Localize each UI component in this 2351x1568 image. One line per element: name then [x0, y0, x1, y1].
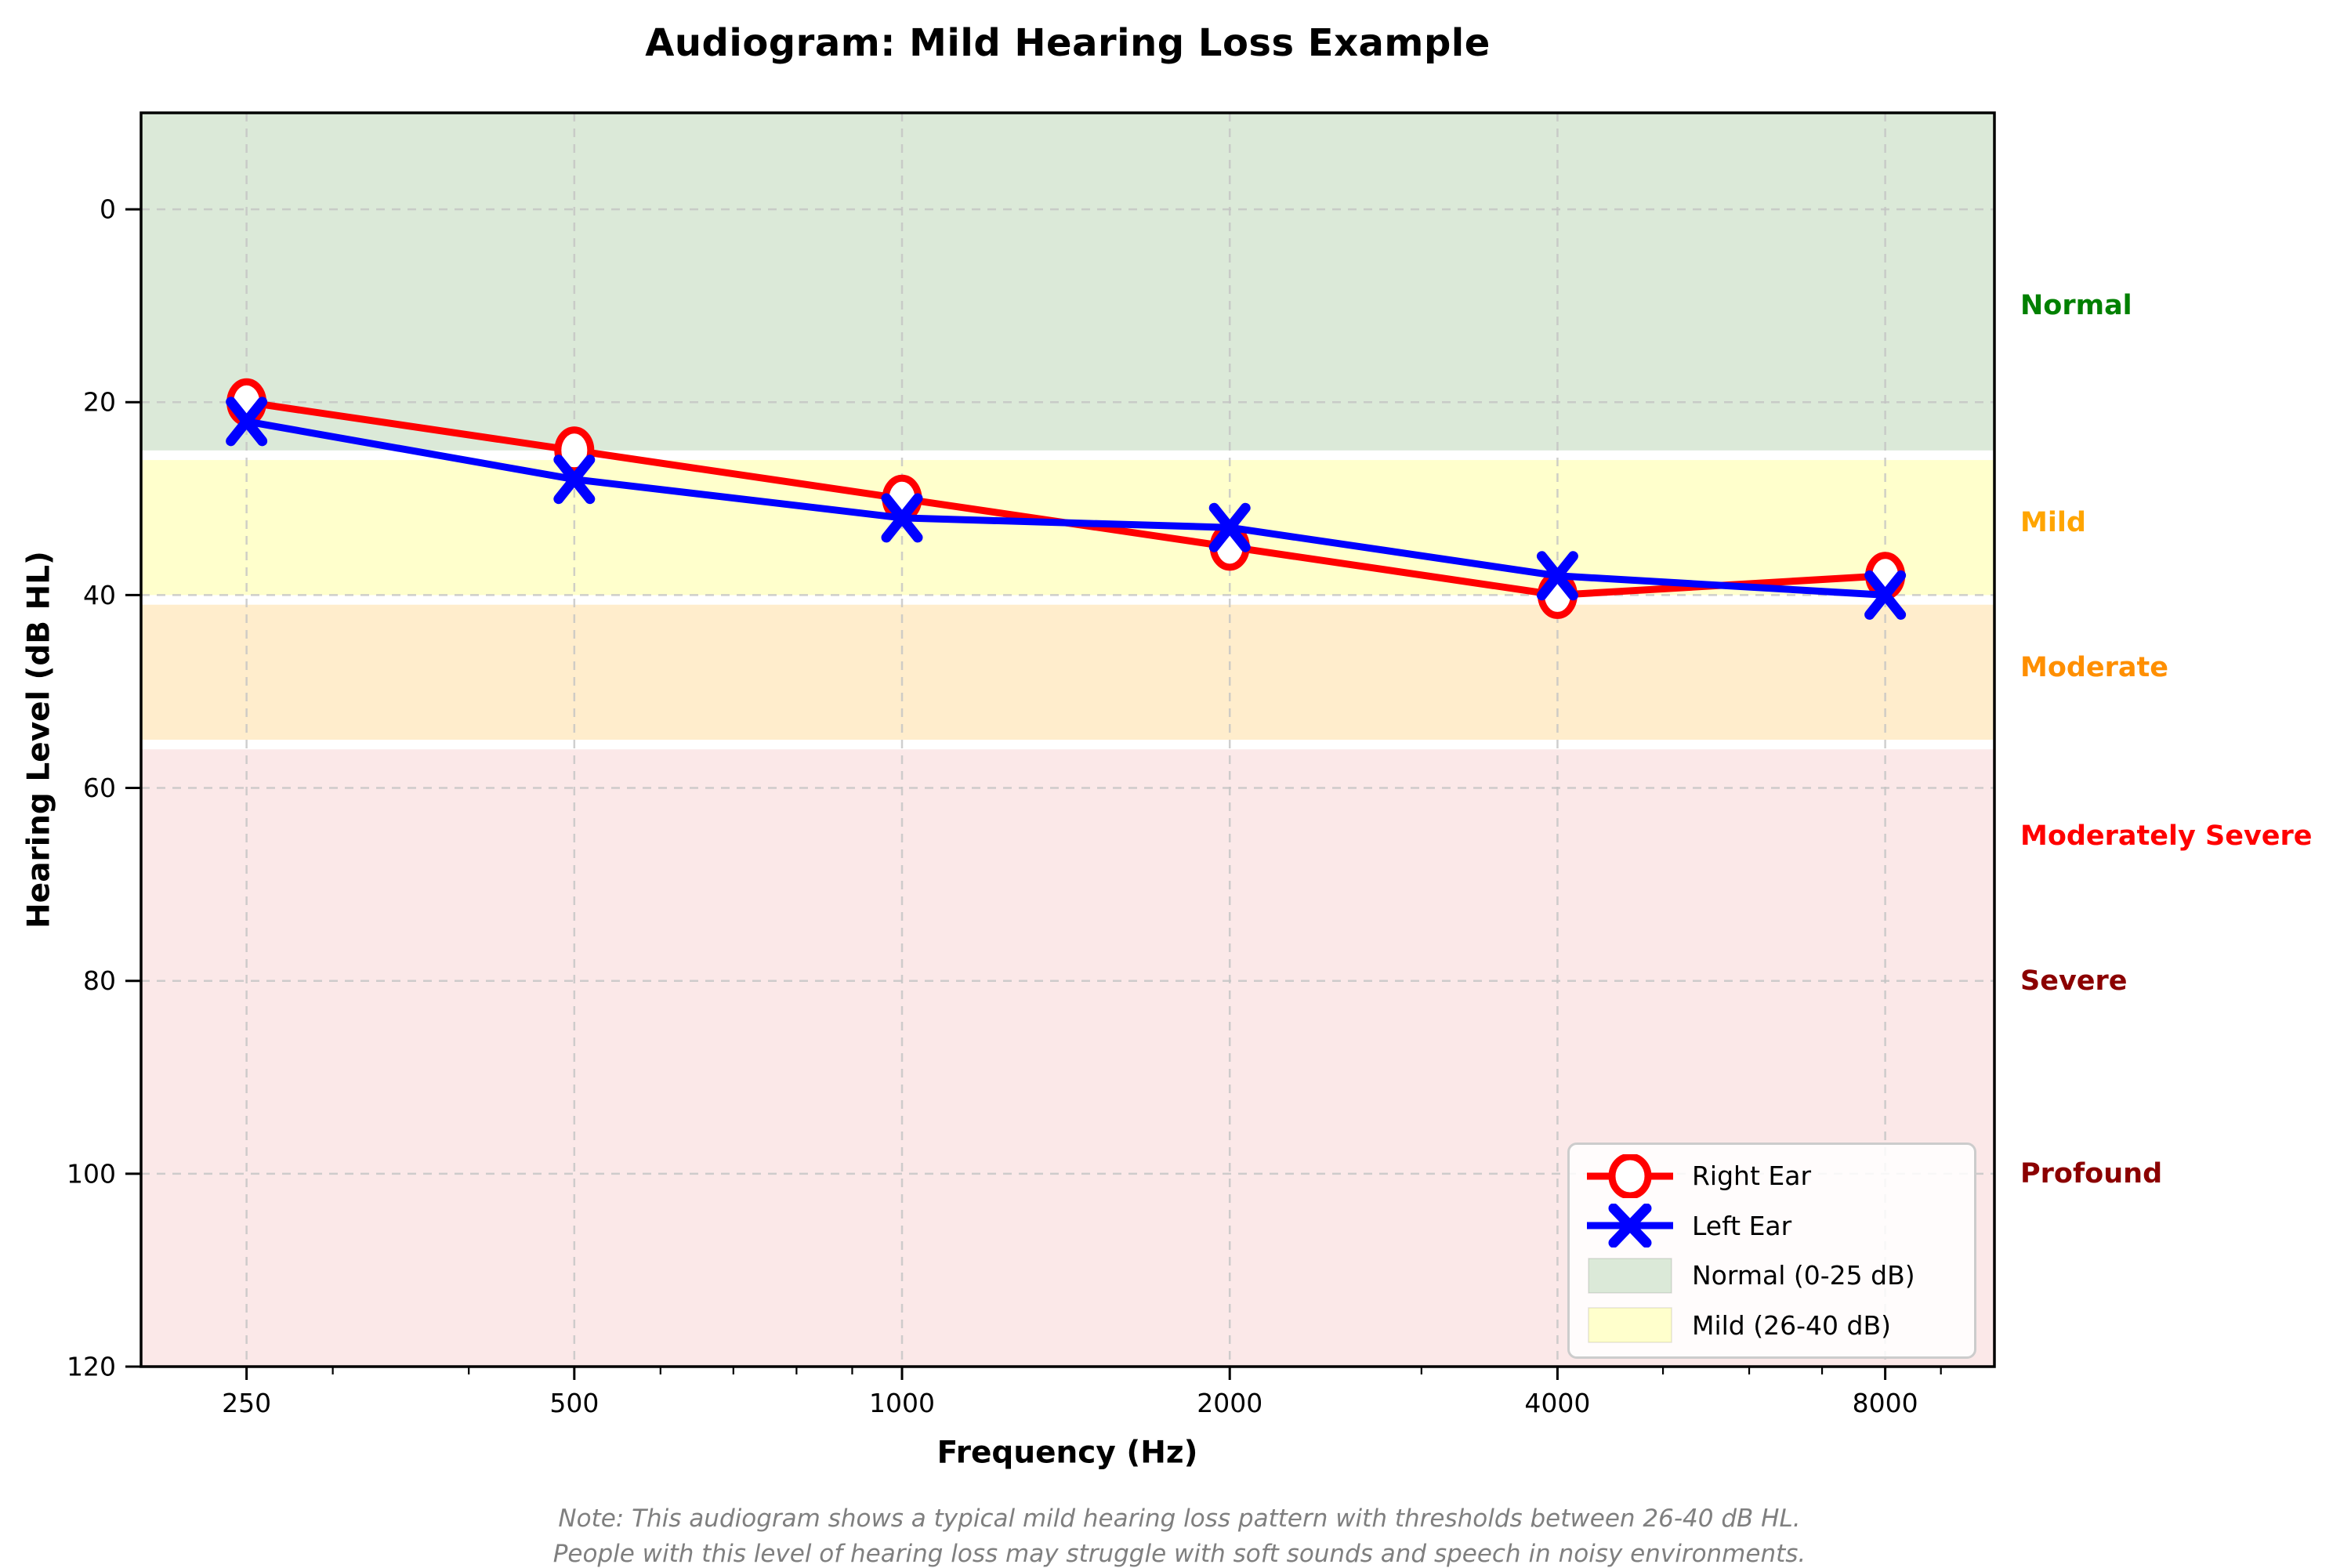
- x-tick-label: 500: [549, 1388, 599, 1418]
- legend-row-normal-zone: Normal (0-25 dB): [1584, 1254, 1966, 1298]
- legend-patch-sample: [1588, 1258, 1672, 1294]
- legend-row-left-ear: Left Ear: [1584, 1204, 1966, 1248]
- legend-row-mild-zone: Mild (26-40 dB): [1584, 1303, 1966, 1347]
- legend-label-right-ear: Right Ear: [1692, 1161, 1812, 1192]
- left-ear-marker: [1208, 502, 1251, 552]
- left-ear-marker: [881, 493, 923, 543]
- right-ear-legend-marker-icon: [1587, 1153, 1673, 1198]
- x-tick-label: 2000: [1197, 1388, 1262, 1418]
- legend-label-normal-zone: Normal (0-25 dB): [1692, 1260, 1915, 1291]
- zone-label-profound: Profound: [2020, 1157, 2163, 1190]
- left-ear-marker: [226, 397, 268, 447]
- legend-label-left-ear: Left Ear: [1692, 1210, 1792, 1241]
- x-tick-label: 8000: [1853, 1388, 1918, 1418]
- plot-border: [139, 111, 1996, 1368]
- zone-label-mild: Mild: [2020, 507, 2086, 539]
- legend-label-mild-zone: Mild (26-40 dB): [1692, 1309, 1891, 1341]
- note-line-1: Note: This audiogram shows a typical mil…: [558, 1505, 1801, 1533]
- left-ear-legend-marker-icon: [1587, 1204, 1673, 1248]
- legend-circle-marker: [1608, 1153, 1652, 1198]
- y-tick-label: 80: [83, 965, 116, 996]
- y-tick-label: 100: [67, 1158, 116, 1189]
- note-line-2: People with this level of hearing loss m…: [552, 1540, 1806, 1568]
- normal-zone-legend-patch-icon: [1588, 1258, 1672, 1294]
- chart-title: Audiogram: Mild Hearing Loss Example: [645, 21, 1491, 65]
- zone-label-normal: Normal: [2020, 290, 2132, 322]
- y-tick-label: 20: [83, 387, 116, 418]
- y-tick-label: 0: [100, 194, 116, 225]
- y-tick-label: 60: [83, 773, 116, 803]
- x-axis-label: Frequency (Hz): [936, 1435, 1198, 1471]
- x-tick-label: 4000: [1524, 1388, 1590, 1418]
- y-tick-label: 120: [67, 1352, 116, 1382]
- zone-band-mild: [141, 460, 1994, 596]
- legend-row-right-ear: Right Ear: [1584, 1153, 1966, 1198]
- legend-patch-sample: [1588, 1307, 1672, 1344]
- left-ear-marker: [553, 454, 596, 505]
- zone-label-moderately-severe: Moderately Severe: [2020, 820, 2313, 853]
- x-tick-label: 1000: [869, 1388, 935, 1418]
- y-tick-label: 40: [83, 580, 116, 610]
- right-ear-marker: [554, 426, 595, 475]
- x-tick-label: 250: [222, 1388, 271, 1418]
- zone-label-moderate: Moderate: [2020, 651, 2169, 683]
- zone-label-severe: Severe: [2020, 965, 2128, 997]
- legend-x-marker: [1608, 1204, 1652, 1248]
- mild-zone-legend-patch-icon: [1588, 1307, 1672, 1344]
- left-ear-line: [243, 418, 1889, 599]
- zone-band-normal: [141, 113, 1994, 451]
- zone-band-moderate: [141, 604, 1994, 740]
- legend: Right Ear Left Ear Normal (0-25 dB) Mild…: [1567, 1143, 1976, 1359]
- left-ear-marker: [1864, 570, 1907, 620]
- left-ear-marker: [1536, 551, 1578, 601]
